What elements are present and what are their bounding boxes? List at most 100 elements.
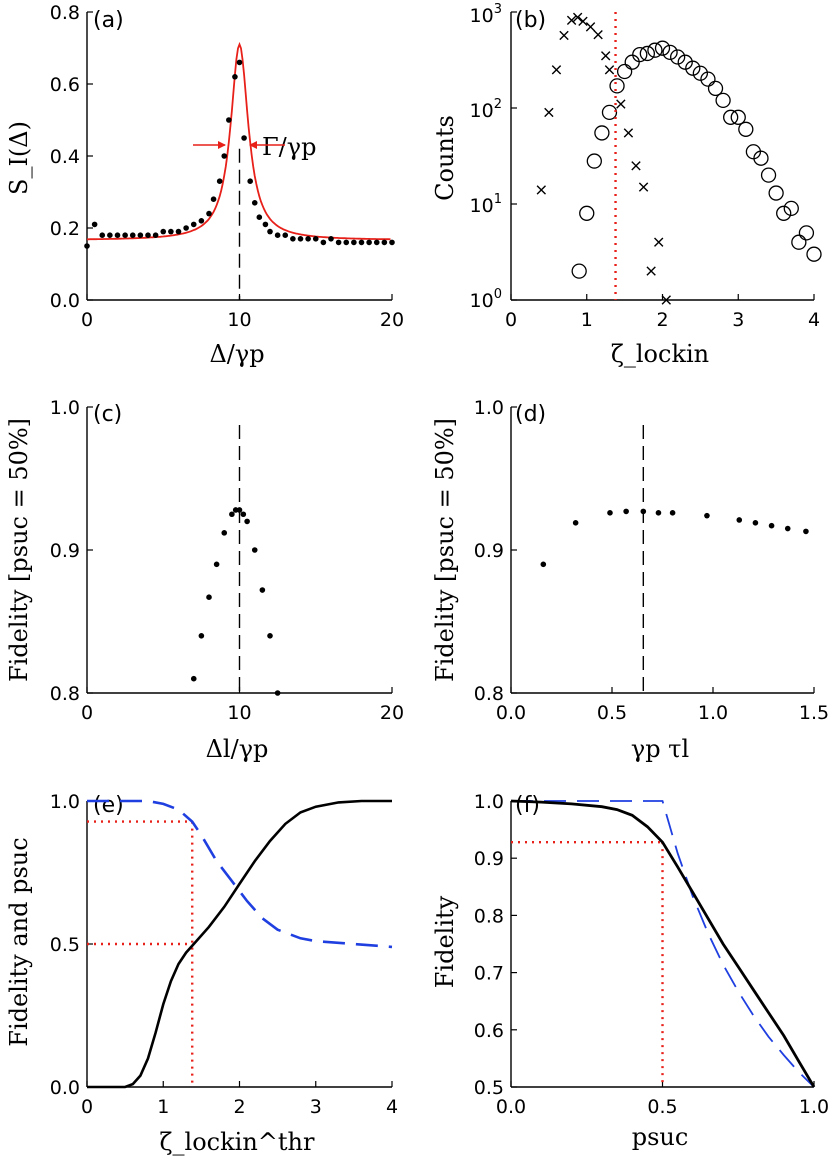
x-tick-label: 0 xyxy=(81,309,93,331)
x-ticks: 0 1 2 3 4 xyxy=(81,1096,398,1118)
cross-point xyxy=(638,182,649,192)
data-point xyxy=(183,225,189,231)
cross-point xyxy=(604,65,615,75)
cross-point xyxy=(593,30,603,40)
y-tick-label: 101 xyxy=(470,192,502,217)
y-ticks: 0.8 0.9 1.0 xyxy=(474,397,504,705)
data-point xyxy=(213,561,220,568)
y-tick-label: 0.6 xyxy=(474,1020,504,1042)
panel-label: (d) xyxy=(515,402,546,427)
x-axis-label: ζ_lockin xyxy=(611,340,709,368)
panel-d: (d) 0.0 0.5 1.0 1.5 0.8 0.9 1.0 γp τl Fidelit… xyxy=(431,397,829,763)
x-tick-label: 20 xyxy=(380,309,404,331)
bound-curve xyxy=(511,800,815,1088)
data-point xyxy=(282,232,289,238)
data-point xyxy=(305,236,311,242)
y-tick-label: 0.9 xyxy=(474,540,504,562)
circle-point xyxy=(685,60,701,76)
data-point xyxy=(175,228,182,235)
data-point xyxy=(206,594,212,600)
cross-point xyxy=(631,161,641,171)
cross-point xyxy=(600,51,611,61)
y-axis-label: Fidelity and psuc xyxy=(5,837,33,1046)
x-tick-label: 2 xyxy=(656,309,668,331)
data-point xyxy=(152,232,159,238)
cross-point xyxy=(585,22,596,32)
panel-c: (c) 0 10 20 0.8 0.9 1.0 Δl/γp Fidelity [psuc… xyxy=(5,397,404,763)
x-axis-label: ζ_lockin^thr xyxy=(160,1128,315,1156)
plot-area xyxy=(86,406,393,696)
y-tick-label: 0.8 xyxy=(474,683,504,705)
circle-point xyxy=(594,125,610,141)
y-tick-label: 0.0 xyxy=(50,290,80,312)
data-point xyxy=(251,547,258,553)
y-axis-label: Fidelity [psuc = 50%] xyxy=(5,418,33,682)
data-point xyxy=(297,236,304,242)
data-point xyxy=(168,228,174,235)
y-tick-label: 1.0 xyxy=(50,397,80,419)
data-point xyxy=(216,178,223,184)
circle-point xyxy=(609,78,625,94)
cross-point xyxy=(578,16,588,26)
circle-point xyxy=(707,80,724,97)
y-axis-label: Counts xyxy=(431,115,459,201)
data-point xyxy=(251,200,258,206)
data-point xyxy=(190,675,197,682)
x-tick-label: 1.5 xyxy=(799,702,829,724)
x-tick-label: 1 xyxy=(157,1096,169,1118)
y-tick-label: 0.8 xyxy=(474,905,504,927)
circle-point xyxy=(639,45,655,62)
x-axis-label: Δ/γp xyxy=(209,340,264,368)
y-tick-label: 0.5 xyxy=(474,1077,504,1099)
panel-label: (c) xyxy=(93,402,122,427)
data-point xyxy=(91,221,98,228)
fidelity-curve xyxy=(510,799,816,1088)
y-tick-label: 1.0 xyxy=(474,791,504,813)
cross-point xyxy=(566,15,577,25)
data-point xyxy=(236,59,243,66)
data-point xyxy=(221,530,228,536)
y-axis-label: Fidelity [psuc = 50%] xyxy=(431,418,459,682)
panel-e: (e) 0 1 2 3 4 0.0 0.5 1.0 ζ_lockin^thr Fidelit… xyxy=(5,791,398,1156)
x-tick-label: 0.0 xyxy=(496,1096,526,1118)
cross-point xyxy=(572,12,583,23)
panel-f: (f) 0.0 0.5 1.0 0.50.60.70.80.91.0 psuc Fi… xyxy=(431,791,829,1151)
data-point xyxy=(669,510,676,516)
data-point xyxy=(540,561,547,568)
x-tick-label: 1.0 xyxy=(698,702,728,724)
y-ticks: 100 101 102 103 xyxy=(470,2,502,312)
data-point xyxy=(122,232,128,238)
data-point xyxy=(358,239,365,246)
data-point xyxy=(274,690,281,696)
data-point xyxy=(267,228,273,235)
plot-area xyxy=(510,406,815,694)
y-tick-label: 0.6 xyxy=(50,74,80,96)
data-point xyxy=(240,511,247,518)
y-tick-label: 0.5 xyxy=(50,934,80,956)
cross-point xyxy=(559,30,569,41)
cross-point xyxy=(654,237,664,247)
plot-area xyxy=(86,799,393,1089)
circle-point xyxy=(586,153,602,169)
linewidth-annotation: Γ/γp xyxy=(262,133,316,161)
circle-point xyxy=(601,104,618,121)
y-ticks: 0.0 0.5 1.0 xyxy=(50,791,80,1099)
cross-point xyxy=(661,295,671,305)
x-tick-label: 10 xyxy=(227,309,251,331)
circle-point xyxy=(662,44,678,60)
data-point xyxy=(623,508,629,515)
circle-point xyxy=(692,65,709,81)
data-point xyxy=(351,239,357,246)
data-point xyxy=(320,239,327,246)
panel-b: (b) 0 1 2 3 4 100 101 102 103 ζ_lockin Count… xyxy=(431,2,822,368)
data-point xyxy=(221,153,228,159)
data-point xyxy=(389,239,395,246)
y-tick-label: 100 xyxy=(470,287,502,312)
y-tick-label: 0.9 xyxy=(474,848,504,870)
circle-point xyxy=(670,49,686,65)
circle-point xyxy=(723,109,739,125)
y-tick-label: 0.4 xyxy=(50,146,80,168)
y-tick-label: 1.0 xyxy=(50,791,80,813)
y-tick-label: 103 xyxy=(470,2,502,27)
circle-point xyxy=(738,121,754,137)
